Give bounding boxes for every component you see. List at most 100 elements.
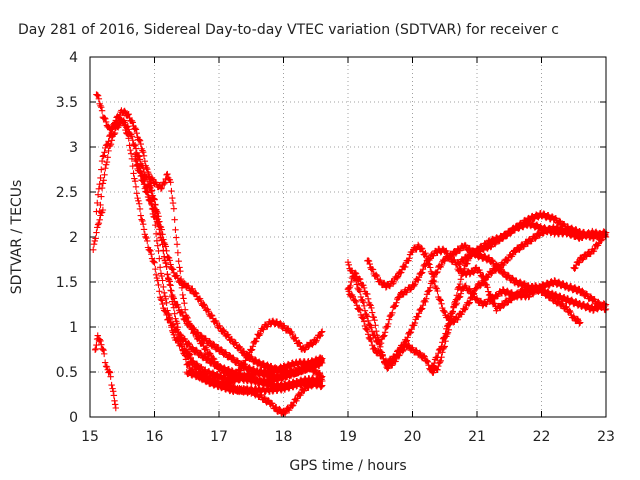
data-point [133, 190, 140, 197]
data-point [184, 314, 191, 322]
data-point [99, 153, 107, 160]
data-point [178, 309, 186, 317]
data-point [470, 291, 477, 298]
data-point [126, 142, 133, 149]
data-point [136, 137, 144, 144]
data-point [563, 303, 570, 310]
data-point [174, 323, 182, 331]
data-point [160, 180, 168, 187]
data-point [364, 326, 371, 334]
data-point [368, 304, 375, 312]
data-point [368, 324, 375, 331]
data-point [97, 174, 104, 182]
data-point [150, 258, 157, 265]
data-point [453, 300, 461, 307]
data-point [555, 278, 563, 285]
data-point [203, 346, 211, 353]
data-point [99, 346, 107, 353]
data-point [456, 280, 464, 288]
data-point [141, 185, 149, 192]
x-tick-label: 16 [146, 429, 164, 445]
data-point [445, 320, 452, 327]
data-point [371, 316, 378, 324]
data-point [102, 363, 110, 370]
data-point [264, 361, 271, 368]
data-point [155, 281, 162, 289]
data-point [136, 205, 144, 213]
data-point [576, 259, 583, 266]
data-point [456, 283, 463, 291]
data-point [434, 366, 441, 374]
data-series [91, 332, 119, 412]
data-point [159, 277, 166, 284]
data-point [551, 295, 558, 302]
data-point [566, 307, 573, 315]
data-point [249, 343, 257, 350]
data-point [108, 381, 115, 389]
data-point [408, 325, 415, 333]
data-point [175, 303, 182, 311]
data-point [577, 319, 584, 326]
data-point [572, 264, 579, 272]
data-point [178, 284, 186, 291]
data-point [99, 206, 107, 214]
data-point [572, 226, 579, 233]
data-point [119, 118, 127, 126]
data-point [132, 183, 140, 190]
data-point [396, 347, 403, 354]
data-point [106, 368, 113, 375]
data-point [151, 259, 158, 266]
data-point [285, 407, 293, 414]
data-point [192, 289, 199, 296]
data-point [366, 301, 373, 308]
data-point [140, 152, 148, 160]
data-point [439, 339, 446, 346]
data-point [507, 229, 515, 237]
data-point [107, 373, 114, 380]
data-point [486, 291, 494, 298]
data-point [517, 278, 524, 285]
data-point [193, 346, 200, 354]
data-point [157, 185, 165, 193]
data-point [302, 367, 309, 374]
data-point [425, 260, 432, 267]
data-point [140, 221, 147, 228]
data-point [394, 273, 402, 280]
data-point [256, 332, 263, 339]
data-point [495, 238, 503, 245]
data-point [160, 253, 168, 260]
data-point [144, 166, 151, 173]
data-point [292, 334, 299, 341]
data-point [159, 241, 166, 248]
data-point [363, 326, 370, 333]
y-tick-label: 1 [69, 320, 78, 336]
data-point [319, 377, 326, 385]
data-point [183, 313, 190, 321]
data-point [361, 322, 369, 330]
x-tick-label: 21 [468, 429, 486, 445]
data-point [427, 264, 434, 271]
data-point [197, 297, 204, 305]
data-point [262, 378, 269, 386]
data-point [543, 290, 551, 297]
data-point [94, 191, 102, 198]
data-point [441, 308, 448, 316]
data-point [220, 326, 227, 334]
data-point [393, 351, 400, 358]
data-point [488, 295, 495, 302]
data-point [98, 157, 106, 165]
data-point [481, 252, 488, 260]
data-point [233, 372, 240, 379]
data-point [415, 310, 423, 317]
data-point [238, 364, 245, 372]
data-point [234, 357, 241, 364]
data-point [256, 358, 263, 365]
data-point [100, 177, 107, 184]
data-point [152, 209, 159, 216]
data-point [168, 187, 175, 195]
data-point [530, 215, 538, 222]
data-point [246, 364, 253, 371]
data-point [556, 292, 563, 299]
data-point [176, 264, 183, 271]
data-point [208, 311, 215, 319]
